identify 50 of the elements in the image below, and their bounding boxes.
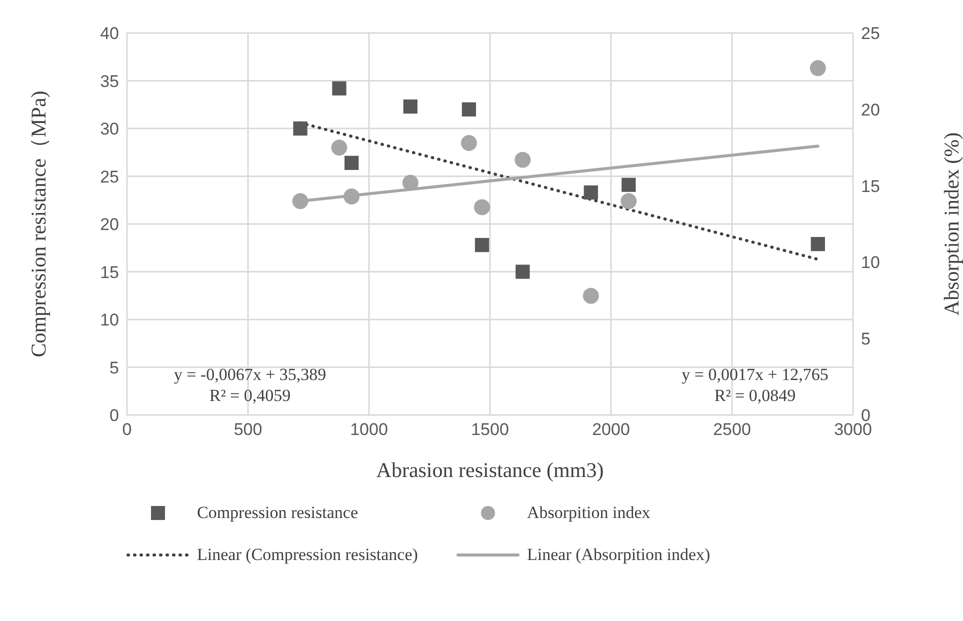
legend-label: Compression resistance	[197, 503, 358, 523]
annotation: y = -0,0067x + 35,389 R² = 0,4059	[172, 364, 328, 406]
point	[293, 121, 308, 136]
y-tick-label: 35	[100, 72, 119, 91]
y-tick-label: 20	[100, 215, 119, 234]
y2-tick-label: 10	[861, 253, 880, 272]
x-tick-label: 2000	[592, 420, 630, 440]
point	[460, 135, 477, 151]
y-tick-label: 5	[110, 358, 119, 378]
y-tick-label: 30	[100, 120, 119, 139]
legend-label: Linear (Compression resistance)	[197, 545, 418, 565]
legend-label: Absorpition index	[527, 503, 650, 523]
x-tick-label: 2500	[713, 420, 751, 440]
point	[620, 193, 637, 210]
y2-tick-label: 5	[861, 330, 870, 349]
legend-label: Linear (Absorpition index)	[527, 545, 710, 565]
point	[584, 185, 598, 200]
y-tick-label: 10	[100, 310, 119, 330]
point	[344, 156, 359, 170]
point	[582, 288, 599, 304]
y2-axis-title: Absorption index (%)	[939, 132, 963, 316]
point	[292, 193, 308, 210]
point	[810, 236, 825, 252]
point	[622, 178, 636, 192]
y2-tick-label: 20	[861, 100, 880, 120]
x-tick-label: 3000	[834, 420, 872, 440]
y-tick-label: 15	[100, 262, 119, 282]
point	[474, 199, 490, 216]
annotation: y = 0,0017x + 12,765 R² = 0,0849	[680, 364, 830, 406]
point	[331, 140, 348, 156]
x-tick-label: 1000	[350, 420, 388, 440]
x-tick-label: 500	[234, 420, 262, 440]
point	[516, 264, 530, 279]
x-tick-label: 0	[122, 420, 132, 440]
y-axis-title: Compression resistance（MPa)	[26, 90, 50, 358]
point	[462, 102, 476, 116]
point	[474, 238, 490, 252]
point	[403, 99, 418, 114]
y-tick-label: 25	[100, 167, 119, 186]
point	[344, 188, 360, 204]
point	[332, 81, 346, 96]
y2-tick-label: 25	[861, 24, 880, 44]
point	[810, 60, 826, 76]
point	[402, 174, 418, 191]
x-tick-label: 1500	[471, 420, 509, 440]
y-tick-label: 40	[100, 24, 119, 44]
y-tick-label: 0	[110, 406, 119, 426]
x-axis-title: Abrasion resistance (mm3)	[376, 458, 604, 482]
point	[514, 152, 531, 168]
y2-tick-label: 15	[861, 176, 880, 196]
